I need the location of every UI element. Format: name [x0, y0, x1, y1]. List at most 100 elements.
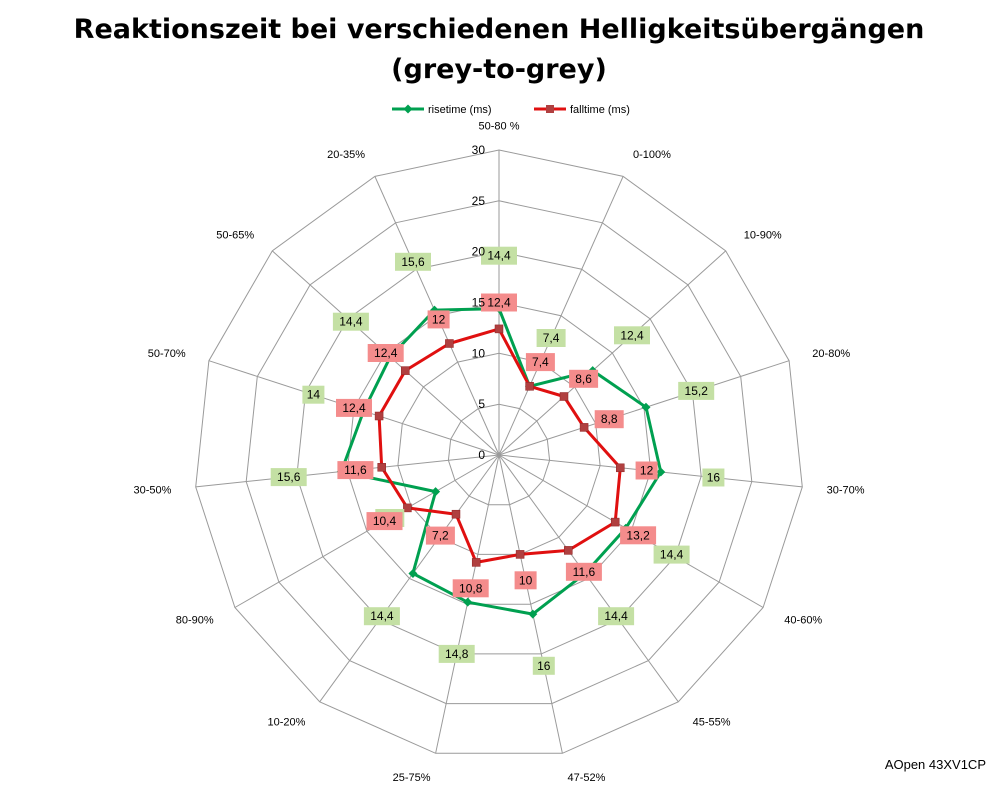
axis-labels: 0 5 10 15 20 25 30 50-80 % 0-100% 10-90% 20-80% 30-… [133, 121, 864, 785]
data-point-fall [403, 503, 412, 513]
grid-ring-25 [245, 200, 753, 705]
data-label-bg [366, 512, 403, 531]
chart-title: Reaktionszeit bei verschiedenen Helligke… [0, 10, 998, 90]
data-label: 10,8 [459, 581, 483, 595]
data-point-fall [515, 550, 525, 559]
data-point-rise [528, 609, 538, 619]
data-label-bg [614, 326, 650, 345]
grid-ring-30 [195, 149, 803, 754]
data-point-rise [463, 597, 473, 607]
radial-tick-label: 20 [472, 245, 486, 259]
data-label-bg [367, 344, 404, 362]
data-label-bg [395, 252, 431, 271]
data-label-bg [565, 562, 602, 581]
data-label-bg [337, 461, 374, 480]
category-label: 25-75% [393, 772, 431, 784]
chart-subtitle: (grey-to-grey) [391, 54, 607, 85]
data-point-fall [445, 339, 454, 348]
data-label-bg [481, 293, 517, 312]
category-label: 20-80% [812, 348, 850, 360]
data-label: 7,4 [532, 355, 549, 369]
category-label: 50-65% [216, 230, 254, 242]
data-label-bg [569, 369, 599, 388]
data-label: 12 [640, 464, 654, 478]
data-label: 12,4 [342, 401, 366, 415]
category-label: 30-70% [827, 484, 865, 496]
data-label: 15,2 [685, 384, 709, 398]
data-point-fall [377, 463, 386, 472]
series-line-0 [339, 307, 663, 616]
data-label: 7,4 [543, 331, 560, 345]
category-label: 47-52% [568, 772, 606, 784]
data-label-bg [425, 526, 455, 545]
grid-ring-5 [447, 403, 551, 506]
brand-label: AOpen 43XV1CP [884, 757, 986, 772]
category-label: 10-90% [744, 230, 782, 242]
data-label: 10 [519, 573, 533, 587]
category-label: 45-55% [693, 717, 731, 729]
data-label: 14,4 [660, 548, 684, 562]
data-point-fall [374, 411, 384, 421]
data-label: 8,6 [575, 372, 592, 386]
data-label-bg [594, 410, 624, 429]
data-label-bg [678, 381, 715, 400]
data-label: 12,4 [487, 296, 511, 310]
data-label: 12,4 [374, 346, 398, 360]
data-label-bg [525, 353, 555, 372]
data-point-rise [408, 568, 418, 578]
grid-ring-15 [346, 301, 652, 605]
data-label-bg [536, 329, 566, 347]
data-label: 14,8 [445, 647, 469, 661]
data-label-bg [363, 607, 400, 626]
grid-spoke [234, 454, 500, 608]
radial-tick-label: 25 [472, 194, 486, 208]
series-line-1 [377, 327, 622, 564]
data-point-rise [656, 467, 666, 477]
data-point-fall [401, 366, 410, 375]
data-label-bg [336, 398, 372, 417]
data-label: 8,8 [601, 412, 618, 426]
data-label-bg [653, 545, 690, 564]
data-point-fall [451, 509, 461, 519]
data-label: 14,4 [604, 609, 628, 623]
data-label-bg [438, 644, 475, 663]
data-label-bg [302, 385, 325, 404]
data-point-fall [494, 324, 504, 334]
data-label: 14,4 [339, 315, 363, 329]
radial-tick-label: 5 [478, 397, 485, 411]
legend-label: falltime (ms) [570, 104, 630, 116]
data-point-fall [616, 463, 625, 473]
category-label: 20-35% [327, 149, 365, 161]
data-label-bg [620, 526, 657, 545]
data-label-bg [481, 246, 517, 265]
data-label-bg [598, 607, 635, 626]
data-label: 14,4 [370, 609, 394, 623]
data-point-rise [641, 402, 651, 412]
radar-grid [195, 149, 803, 754]
category-label: 80-90% [176, 615, 214, 627]
legend: risetime (ms) falltime (ms) [392, 104, 630, 116]
data-label: 15,6 [277, 470, 301, 484]
legend-marker [403, 104, 413, 114]
grid-spoke [498, 250, 727, 456]
data-label: 13,2 [626, 528, 650, 542]
data-label: 16 [707, 471, 721, 485]
data-point-fall [471, 558, 481, 567]
data-label: 12,4 [620, 328, 644, 342]
data-point-rise [431, 487, 441, 497]
data-label: 12 [432, 312, 446, 326]
category-label: 40-60% [784, 615, 822, 627]
data-label-bg [635, 461, 658, 480]
chart-title-main: Reaktionszeit bei verschiedenen Helligke… [73, 14, 925, 45]
data-label-bg [514, 571, 537, 590]
category-label: 50-80 % [479, 121, 520, 133]
grid-spoke [498, 454, 563, 754]
data-label: 10,4 [373, 514, 397, 528]
data-label: 7,2 [432, 529, 449, 543]
data-point-fall [525, 382, 534, 391]
data-label: 11,6 [344, 463, 367, 477]
data-label-bg [702, 468, 725, 487]
data-label-bg [270, 468, 307, 487]
data-labels: 14,4 7,4 12,4 15,2 16 14,4 14,4 16 14,8 14,4 7,2 15… [270, 246, 725, 675]
